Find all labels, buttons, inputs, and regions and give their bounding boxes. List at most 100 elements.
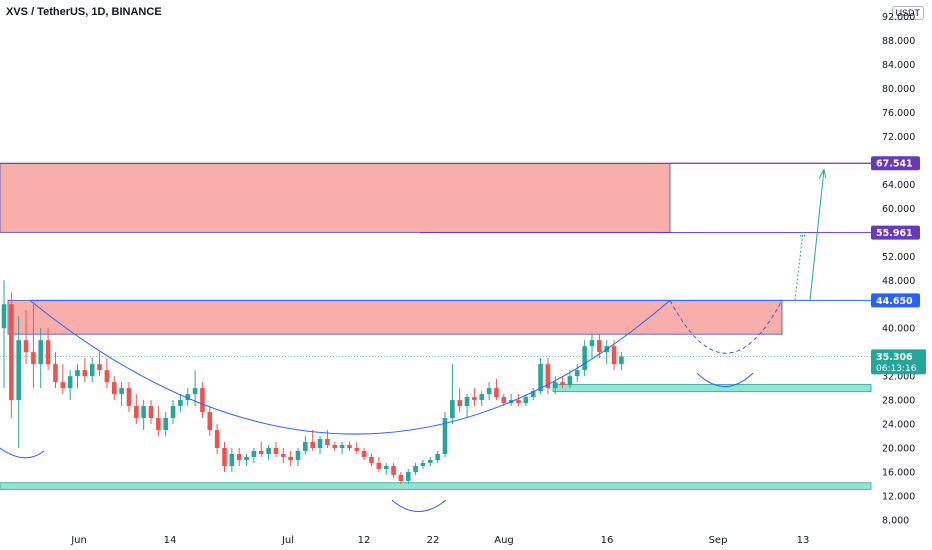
candle-body xyxy=(222,448,227,466)
y-tick-label: 8.000 xyxy=(882,515,909,526)
candle-body xyxy=(464,397,470,407)
x-tick-label: 22 xyxy=(427,535,440,546)
candle-body xyxy=(472,397,477,401)
candle-body xyxy=(435,453,440,460)
candle-body xyxy=(450,400,455,419)
candle-body xyxy=(163,418,168,431)
candle-body xyxy=(354,448,360,451)
candle-body xyxy=(178,400,183,407)
candle-body xyxy=(200,388,205,413)
y-tick-label: 64.000 xyxy=(882,180,915,191)
candle-body xyxy=(214,430,220,448)
y-tick-label: 88.000 xyxy=(882,36,915,47)
y-tick-label: 80.000 xyxy=(882,84,915,95)
candle-body xyxy=(281,453,286,457)
x-tick-label: 13 xyxy=(797,535,810,546)
candle-body xyxy=(111,382,117,395)
y-tick-label: 72.000 xyxy=(882,132,915,143)
y-tick-label: 32.000 xyxy=(882,372,915,383)
candle-body xyxy=(251,450,257,457)
candle-body xyxy=(185,394,191,401)
candle-body xyxy=(538,364,543,392)
y-tick-label: 84.000 xyxy=(882,60,915,71)
candle-body xyxy=(597,340,602,353)
price-tag-67.541 xyxy=(871,156,920,171)
candle-body xyxy=(1,304,7,329)
candle-body xyxy=(89,364,95,377)
candle-body xyxy=(575,370,580,377)
candle-body xyxy=(134,406,139,419)
candle-body xyxy=(45,340,51,365)
x-tick-label: 14 xyxy=(164,535,177,546)
y-tick-label: 60.000 xyxy=(882,204,915,215)
candle-body xyxy=(552,382,558,389)
candle-body xyxy=(347,445,352,448)
candle-body xyxy=(369,456,374,463)
candle-body xyxy=(619,356,624,365)
candle-body xyxy=(31,352,36,365)
candle-body xyxy=(192,388,198,395)
candle-body xyxy=(442,418,448,454)
candle-body xyxy=(82,370,88,377)
candle-body xyxy=(589,340,595,347)
candle-body xyxy=(207,412,213,431)
x-tick-label: 12 xyxy=(358,535,371,546)
countdown-label: 06:13:16 xyxy=(876,364,917,374)
candle-body xyxy=(391,465,396,475)
candle-body xyxy=(413,465,418,472)
candle-body xyxy=(229,453,235,466)
projection-dotted-head xyxy=(799,231,806,237)
y-tick-label: 24.000 xyxy=(882,420,915,431)
y-tick-label: 28.000 xyxy=(882,396,915,407)
candle-body xyxy=(53,364,58,383)
candle-body xyxy=(339,445,345,448)
candle-body xyxy=(16,340,21,401)
price-tag-label: 67.541 xyxy=(876,159,913,170)
candle-body xyxy=(516,400,521,404)
y-tick-label: 76.000 xyxy=(882,108,915,119)
candle-body xyxy=(23,340,29,353)
candle-body xyxy=(332,445,338,448)
candle-body xyxy=(141,406,146,419)
candle-body xyxy=(310,442,315,448)
candle-body xyxy=(420,462,426,466)
candle-body xyxy=(119,388,124,395)
target-arrowhead xyxy=(818,168,827,179)
candle-body xyxy=(317,439,323,448)
candle-body xyxy=(560,382,565,386)
x-tick-label: Jun xyxy=(70,535,87,546)
candle-body xyxy=(611,346,617,365)
candle-body xyxy=(9,304,14,401)
candle-body xyxy=(273,448,279,454)
supply-zone-lower xyxy=(7,299,783,335)
chart-title: XVS / TetherUS, 1D, BINANCE xyxy=(6,6,162,18)
cup-curve xyxy=(29,299,671,435)
price-tag-55.961 xyxy=(871,225,920,240)
candle-body xyxy=(376,462,382,469)
candle-body xyxy=(104,370,110,383)
y-tick-label: 16.000 xyxy=(882,467,915,478)
y-tick-label: 52.000 xyxy=(882,252,915,263)
candle-body xyxy=(148,406,154,419)
demand-zone-mid xyxy=(552,384,872,393)
candle-body xyxy=(75,370,80,377)
candle-body xyxy=(170,406,176,419)
price-tag-label: 44.650 xyxy=(876,296,913,307)
projection-dotted xyxy=(794,232,804,301)
x-tick-label: Sep xyxy=(709,535,728,546)
candle-body xyxy=(60,382,66,389)
candle-body xyxy=(383,465,389,469)
y-tick-label: 92.000 xyxy=(882,12,915,23)
last-price-label: 35.306 xyxy=(876,352,913,363)
candle-body xyxy=(428,459,433,463)
candle-body xyxy=(295,450,301,460)
candle-body xyxy=(97,364,102,371)
candle-body xyxy=(361,450,367,457)
candle-body xyxy=(258,450,264,454)
candle-body xyxy=(288,456,293,460)
candle-body xyxy=(244,456,249,460)
supply-zone-upper xyxy=(0,163,671,233)
handle-dashed xyxy=(669,300,783,354)
currency-badge[interactable]: USDT xyxy=(891,6,924,20)
